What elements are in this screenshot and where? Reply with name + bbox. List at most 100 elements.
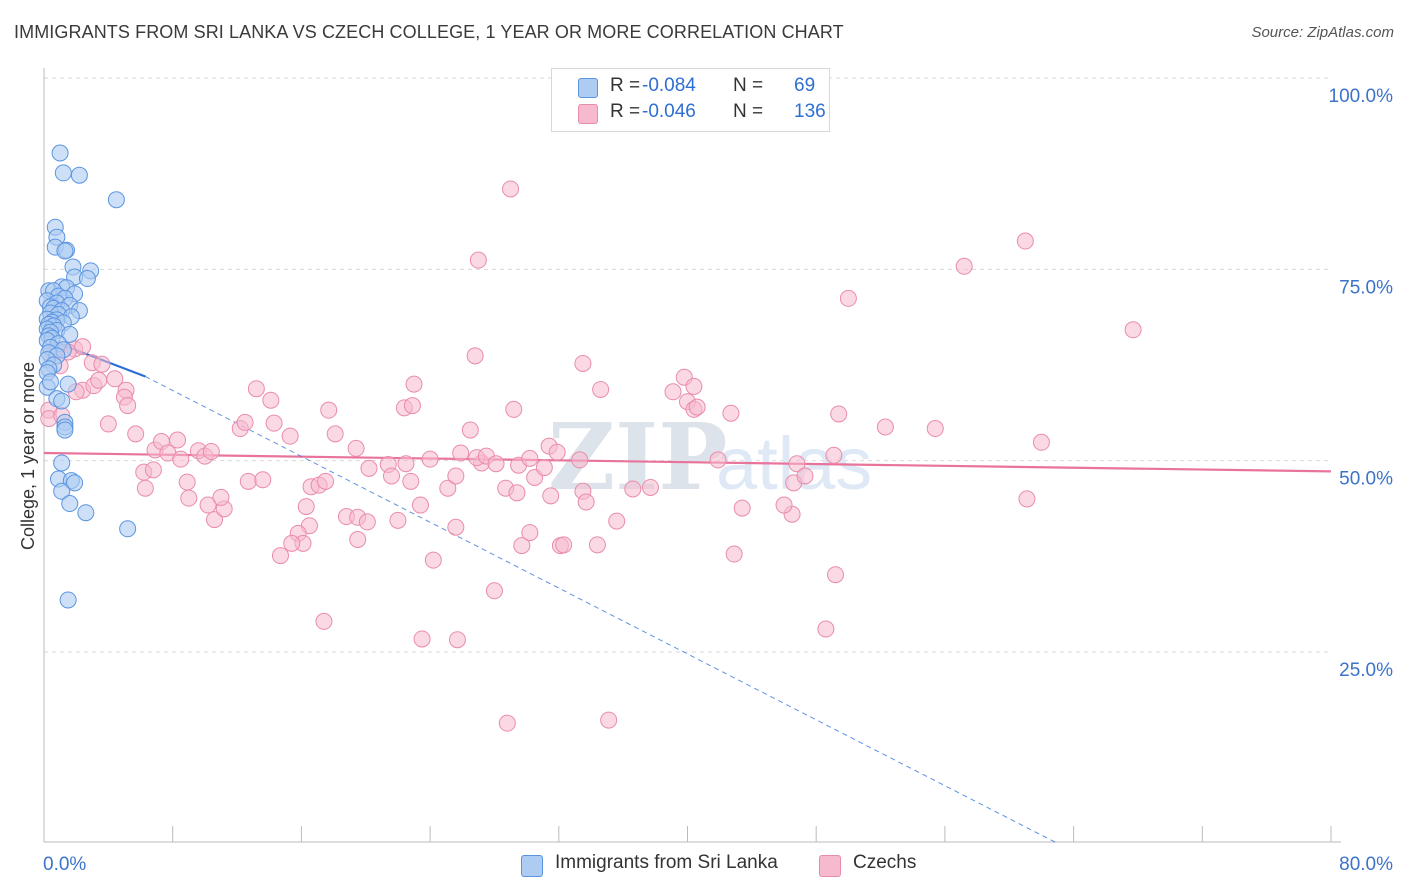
czechs-points: [40, 180, 1142, 732]
sri-lanka-point: [77, 504, 95, 522]
czechs-point: [577, 493, 595, 511]
czechs-point: [424, 551, 442, 569]
czechs-point: [796, 467, 814, 485]
sri-lanka-point: [59, 375, 77, 393]
czechs-point: [733, 499, 751, 517]
czechs-point: [688, 398, 706, 416]
pink-swatch: [819, 855, 841, 877]
czechs-point: [685, 377, 703, 395]
czechs-point: [254, 471, 272, 489]
czechs-point: [169, 431, 187, 449]
czechs-point: [487, 455, 505, 473]
tick-labels: 25.0% 50.0% 75.0% 100.0% 0.0% 80.0%: [43, 86, 1393, 875]
blue-swatch: [578, 78, 598, 98]
czechs-point: [876, 418, 894, 436]
czechs-point: [521, 449, 539, 467]
czechs-point: [178, 473, 196, 491]
czechs-point: [397, 455, 415, 473]
czechs-point: [281, 427, 299, 445]
czechs-point: [403, 397, 421, 415]
czechs-point: [508, 484, 526, 502]
czechs-point: [202, 442, 220, 460]
czechs-point: [448, 631, 466, 649]
czechs-point: [90, 371, 108, 389]
czechs-point: [106, 370, 124, 388]
czechs-point: [574, 354, 592, 372]
y-tick-label: 50.0%: [1339, 469, 1393, 490]
source-label: Source: ZipAtlas.com: [1251, 24, 1394, 41]
czechs-point: [521, 524, 539, 542]
sri-lanka-point: [119, 520, 137, 538]
czechs-point: [485, 582, 503, 600]
axes: [43, 68, 1341, 843]
blue-swatch: [521, 855, 543, 877]
czechs-point: [411, 496, 429, 514]
czechs-point: [827, 566, 845, 584]
czechs-point: [358, 513, 376, 531]
czechs-point: [535, 459, 553, 477]
czechs-point: [405, 375, 423, 393]
czechs-point: [452, 444, 470, 462]
n-label: N =: [733, 75, 764, 96]
czechs-point: [315, 612, 333, 630]
czechs-point: [236, 413, 254, 431]
czechs-point: [136, 479, 154, 497]
czechs-point: [347, 439, 365, 457]
sri-lanka-point: [107, 191, 125, 209]
x-tick-label: 0.0%: [43, 854, 86, 875]
czechs-point: [206, 511, 224, 529]
czechs-point: [817, 620, 835, 638]
czechs-point: [588, 536, 606, 554]
czechs-point: [199, 496, 217, 514]
n-label: N =: [733, 101, 764, 122]
czechs-point: [624, 480, 642, 498]
sri-lanka-point: [56, 242, 74, 260]
sri-lanka-point: [51, 144, 69, 162]
legend-label: Immigrants from Sri Lanka: [555, 852, 778, 873]
czechs-point: [93, 355, 111, 373]
czechs-point: [360, 459, 378, 477]
chart-title: IMMIGRANTS FROM SRI LANKA VS CZECH COLLE…: [14, 22, 844, 42]
sri-lanka-point: [66, 474, 84, 492]
czechs-point: [505, 400, 523, 418]
czechs-point: [469, 251, 487, 269]
correlation-legend: R = -0.084 N = 69 R = -0.046 N = 136: [551, 68, 830, 132]
czechs-point: [788, 455, 806, 473]
czechs-point: [212, 488, 230, 506]
czechs-point: [144, 461, 162, 479]
czechs-point: [247, 380, 265, 398]
x-tick-label: 80.0%: [1339, 854, 1393, 875]
sri-lanka-point: [56, 421, 74, 439]
pink-swatch: [578, 104, 598, 124]
czechs-point: [926, 420, 944, 438]
czechs-point: [127, 425, 145, 443]
czechs-point: [317, 472, 335, 490]
czechs-point: [402, 472, 420, 490]
czechs-point: [461, 421, 479, 439]
czechs-point: [830, 405, 848, 423]
czechs-point: [74, 338, 92, 356]
gridlines: [44, 77, 1331, 653]
n-value: 136: [794, 101, 826, 122]
czechs-point: [180, 489, 198, 507]
sri-lanka-point: [59, 591, 77, 609]
czechs-point: [447, 518, 465, 536]
czechs-point: [548, 443, 566, 461]
czechs-trend-line: [43, 451, 1332, 473]
sri-lanka-point: [61, 495, 79, 513]
czechs-point: [421, 450, 439, 468]
r-label: R =: [610, 101, 641, 122]
y-tick-label: 100.0%: [1329, 86, 1394, 107]
sri-lanka-point: [53, 482, 71, 500]
czechs-point: [320, 401, 338, 419]
sri-lanka-point: [61, 325, 79, 343]
czechs-point: [271, 547, 289, 565]
czechs-point: [389, 511, 407, 529]
czechs-point: [349, 530, 367, 548]
y-tick-label: 75.0%: [1339, 277, 1393, 298]
czechs-point: [172, 450, 190, 468]
czechs-point: [498, 714, 516, 732]
czechs-point: [608, 512, 626, 530]
y-tick-label: 25.0%: [1339, 660, 1393, 681]
